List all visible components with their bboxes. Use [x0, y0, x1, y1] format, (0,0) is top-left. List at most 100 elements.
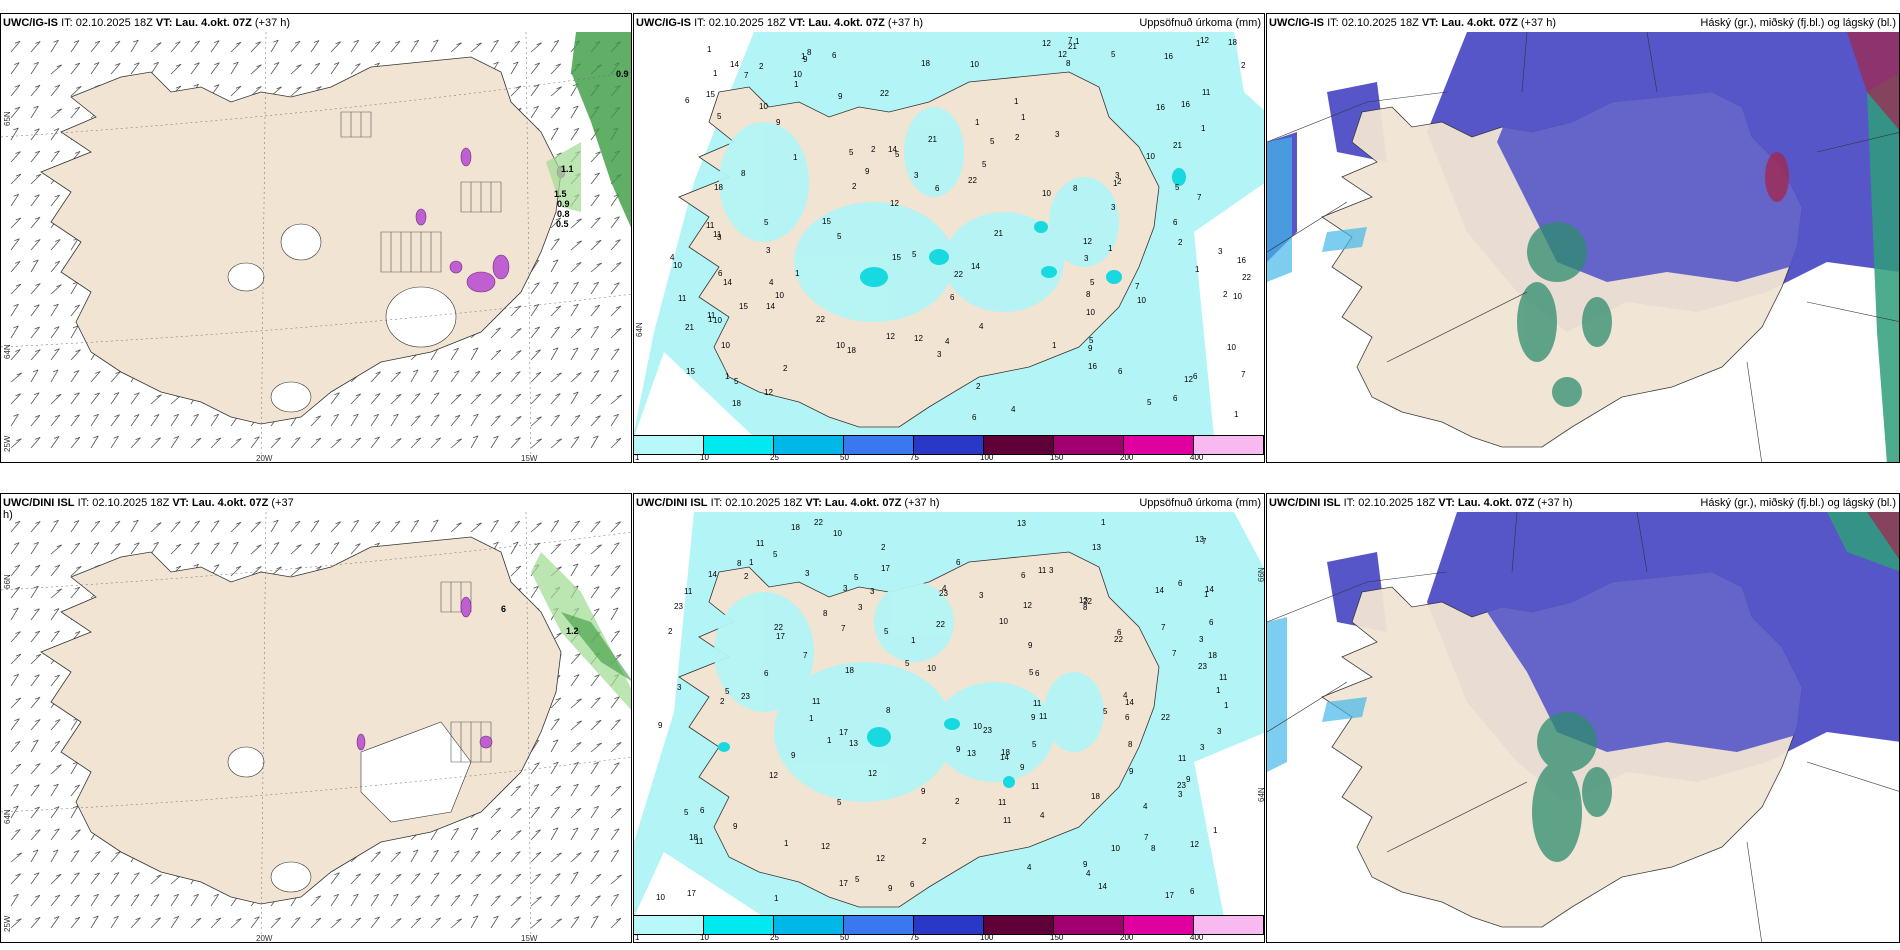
wind-barb-feather — [596, 742, 602, 746]
precip-value: 1 — [1216, 686, 1221, 695]
wind-barb — [610, 437, 622, 449]
wind-barb-feather — [175, 85, 182, 89]
wind-barb — [510, 896, 522, 907]
wind-barb-feather — [54, 348, 60, 352]
wind-barb-feather — [14, 718, 20, 722]
wind-barb-feather — [16, 852, 22, 856]
wind-barb-feather — [34, 128, 40, 132]
wind-barb — [110, 63, 121, 75]
wind-barb — [30, 521, 41, 533]
wind-barb-feather — [14, 238, 20, 242]
wind-barb-feather — [235, 85, 242, 89]
precip-value: 1 — [1204, 590, 1209, 599]
wind-barb — [430, 437, 441, 449]
wind-barb — [470, 827, 479, 841]
lon-label: 20W — [256, 934, 273, 943]
colorbar-boxes — [634, 435, 1264, 455]
wind-barb — [10, 349, 21, 361]
precip-value: 1 — [1195, 265, 1200, 274]
wind-barb-feather — [573, 674, 580, 677]
wind-barb-feather — [74, 586, 80, 590]
wind-barb-feather — [534, 62, 540, 66]
precip-value: 10 — [1137, 296, 1146, 305]
precip-value: 9 — [1083, 860, 1088, 869]
wind-barb-feather — [236, 438, 242, 441]
precip-value: 3 — [1199, 635, 1204, 644]
wind-barb — [130, 392, 140, 405]
wind-barb — [510, 541, 519, 555]
precip-value: 14 — [723, 278, 732, 287]
precip-value: 3 — [1055, 130, 1060, 139]
precip-value: 11 — [1202, 88, 1211, 97]
precip-value: 3 — [1178, 790, 1183, 799]
wind-barb-feather — [573, 761, 579, 765]
wind-barb-feather — [433, 519, 439, 523]
wind-barb-feather — [415, 415, 421, 418]
precip-value: 22 — [1161, 713, 1170, 722]
wind-barb — [70, 850, 80, 863]
wind-barb — [590, 850, 600, 863]
wind-barb — [610, 216, 620, 229]
precip-value: 9 — [865, 167, 870, 176]
wind-barb-feather — [454, 894, 461, 898]
wind-barb — [570, 653, 581, 665]
wind-barb — [530, 105, 539, 119]
wind-barb-feather — [55, 393, 62, 397]
low-cloud-left — [1267, 137, 1367, 282]
wind-barb-feather — [515, 371, 521, 374]
wind-barb — [70, 237, 79, 251]
wind-barb — [130, 894, 140, 907]
precip-value: 9 — [776, 118, 781, 127]
wind-barb — [450, 415, 461, 427]
wind-barb-feather — [54, 194, 60, 198]
wind-barb-feather — [114, 894, 120, 898]
wind-barb-feather — [276, 86, 282, 90]
precip-value: 4 — [1040, 811, 1045, 820]
wind-barb-feather — [533, 84, 540, 87]
wind-barb — [570, 720, 582, 731]
wind-barb — [590, 348, 600, 361]
wind-barb — [310, 437, 322, 449]
wind-barb-feather — [35, 521, 41, 524]
precip-value: 3 — [1049, 566, 1054, 575]
wind-barb — [410, 437, 422, 449]
wind-barb-feather — [273, 39, 279, 43]
wind-barb — [10, 674, 20, 687]
precip-value: 7 — [1202, 537, 1207, 546]
wind-barb — [90, 62, 100, 75]
precip-value: 18 — [1228, 38, 1237, 47]
wind-barb — [490, 874, 502, 885]
wind-barb-feather — [53, 39, 59, 43]
wind-barb-feather — [213, 564, 220, 567]
wind-barb — [590, 697, 601, 709]
wind-barb-feather — [233, 541, 239, 545]
wind-barb-feather — [395, 393, 402, 397]
colorbar-tick: 200 — [1120, 933, 1134, 942]
precip-value: 1 — [975, 118, 980, 127]
wind-barb-feather — [395, 851, 401, 855]
red-spot — [1765, 152, 1789, 202]
wind-barb-feather — [575, 327, 582, 331]
wind-barb-feather — [355, 393, 361, 397]
precip-value: 9 — [1028, 641, 1033, 650]
wind-barb-feather — [554, 414, 560, 418]
colorbar-swatch — [1124, 916, 1194, 934]
wind-barb — [410, 369, 419, 383]
wind-barb-feather — [515, 437, 521, 441]
wind-barb — [550, 305, 562, 317]
wind-barb — [290, 544, 302, 555]
wind-barb-feather — [73, 850, 80, 853]
cloud-map-panel-bottom: UWC/DINI ISL IT: 02.10.2025 18Z VT: Lau.… — [1266, 493, 1900, 943]
wind-barb — [370, 41, 381, 53]
wind-barb — [590, 326, 600, 339]
wind-barb-feather — [175, 543, 182, 547]
wind-barb — [610, 917, 622, 929]
wind-barb — [30, 630, 41, 643]
wind-barb-feather — [214, 62, 220, 66]
precip-value: 3 — [937, 350, 942, 359]
mid-cloud — [1532, 712, 1612, 862]
wind-barb-feather — [13, 413, 19, 417]
precip-numbers: 1324576811109121317142223181196351132457… — [656, 518, 1229, 903]
wind-barb-feather — [394, 520, 401, 524]
wind-barb-feather — [73, 370, 80, 373]
